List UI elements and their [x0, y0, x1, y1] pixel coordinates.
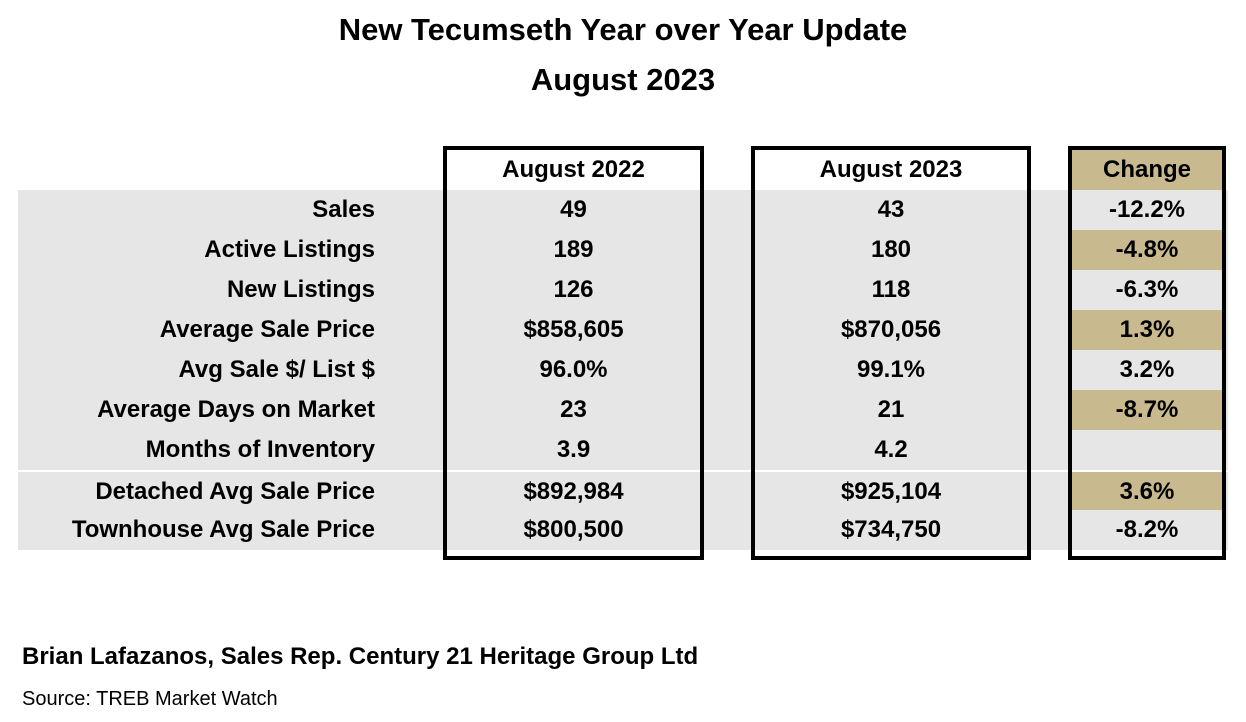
value-august-2023: 118	[871, 276, 911, 303]
source-note: Source: TREB Market Watch	[22, 688, 278, 710]
value-change: 3.6%	[1072, 472, 1222, 512]
value-august-2023: $734,750	[840, 516, 942, 543]
value-august-2023: 21	[877, 396, 905, 423]
value-august-2023: 99.1%	[856, 356, 926, 383]
value-august-2022: 49	[560, 196, 587, 223]
column-header-change: Change	[1072, 150, 1222, 190]
value-august-2022: 96.0%	[539, 356, 608, 383]
author-credit: Brian Lafazanos, Sales Rep. Century 21 H…	[22, 643, 699, 670]
table-row: Average Sale Price $858,605 $870,056 1.3%	[18, 310, 1228, 350]
table-row: Sales 49 43 -12.2%	[18, 190, 1228, 230]
value-change: -8.2%	[1115, 516, 1179, 543]
table-row: Avg Sale $/ List $ 96.0% 99.1% 3.2%	[18, 350, 1228, 390]
value-change	[1072, 430, 1222, 470]
row-label: Average Days on Market	[97, 396, 375, 423]
table-row: Detached Avg Sale Price $892,984 $925,104 3…	[18, 472, 1228, 512]
page-title: New Tecumseth Year over Year Update	[338, 12, 908, 47]
value-august-2023: $870,056	[840, 316, 942, 343]
value-august-2022: $892,984	[523, 478, 624, 505]
page-subtitle: August 2023	[530, 62, 716, 97]
table-row: Townhouse Avg Sale Price $800,500 $734,750…	[18, 510, 1228, 550]
value-august-2022: 126	[553, 276, 594, 303]
row-label: Sales	[312, 196, 375, 223]
table-row: Active Listings 189 180 -4.8%	[18, 230, 1228, 270]
value-august-2022: 23	[560, 396, 587, 423]
row-label: Detached Avg Sale Price	[95, 478, 375, 505]
value-august-2022: 189	[553, 236, 594, 263]
row-label: Months of Inventory	[145, 436, 375, 463]
row-label: Average Sale Price	[159, 316, 375, 343]
value-august-2023: 4.2	[874, 436, 908, 463]
value-change: -4.8%	[1072, 230, 1222, 270]
value-august-2022: $858,605	[523, 316, 624, 343]
row-label: Townhouse Avg Sale Price	[71, 516, 375, 543]
table-row: New Listings 126 118 -6.3%	[18, 270, 1228, 310]
value-change: 1.3%	[1072, 310, 1222, 350]
value-august-2023: 180	[870, 236, 912, 263]
table-row: Average Days on Market 23 21 -8.7%	[18, 390, 1228, 430]
column-header-august-2022: August 2022	[502, 156, 645, 183]
value-change: -12.2%	[1108, 196, 1186, 223]
table-row: Months of Inventory 3.9 4.2	[18, 430, 1228, 470]
value-august-2023: 43	[877, 196, 905, 223]
value-change: -6.3%	[1115, 276, 1179, 303]
column-header-august-2023: August 2023	[819, 156, 963, 183]
value-august-2023: $925,104	[840, 478, 942, 505]
value-august-2022: 3.9	[556, 436, 591, 463]
value-august-2022: $800,500	[523, 516, 624, 543]
value-change: -8.7%	[1072, 390, 1222, 430]
value-change: 3.2%	[1119, 356, 1175, 383]
row-label: Active Listings	[204, 236, 375, 263]
row-label: Avg Sale $/ List $	[178, 356, 375, 383]
row-label: New Listings	[226, 276, 375, 303]
